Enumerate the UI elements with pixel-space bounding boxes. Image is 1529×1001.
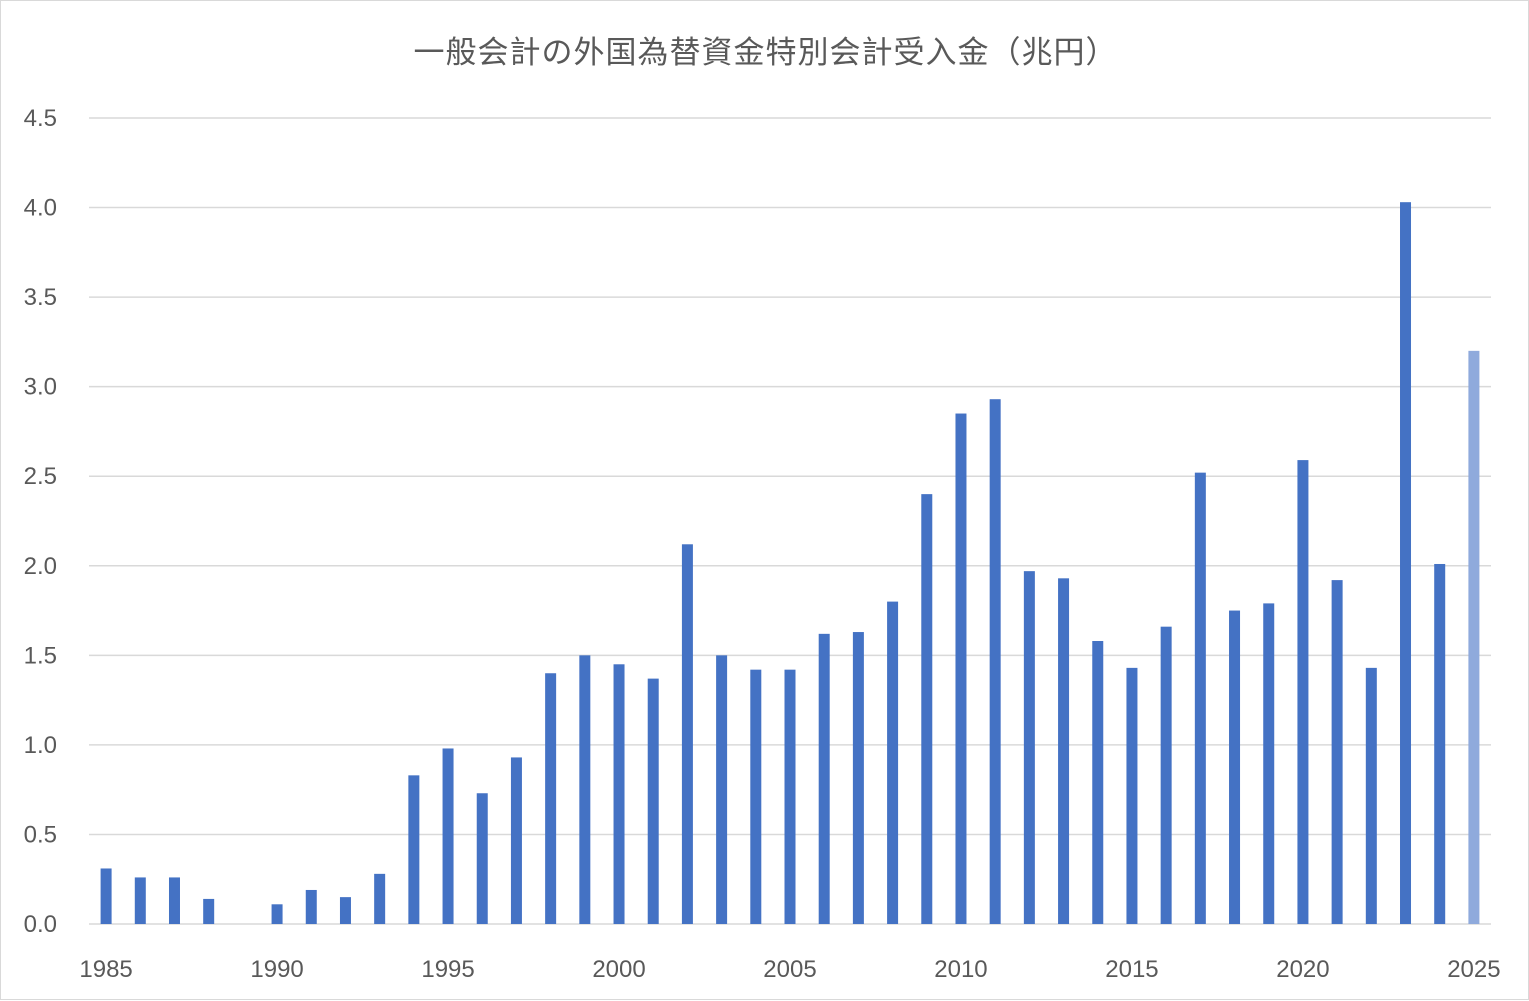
- bar-1988: [203, 898, 215, 924]
- bar-2009: [921, 494, 933, 924]
- bar-1997: [510, 757, 522, 924]
- bar-2011: [989, 399, 1001, 924]
- x-tick-label: 1985: [79, 956, 132, 983]
- bar-1999: [579, 655, 591, 924]
- y-tick-label: 3.0: [24, 374, 57, 401]
- bar-2005: [784, 669, 796, 924]
- bar-2016: [1160, 626, 1172, 924]
- bar-1998: [545, 673, 557, 924]
- bar-2019: [1263, 603, 1275, 924]
- bar-2024: [1434, 563, 1446, 924]
- x-tick-label: 1995: [421, 956, 474, 983]
- x-tick-label: 2015: [1105, 956, 1158, 983]
- x-tick-label: 2000: [592, 956, 645, 983]
- x-tick-label: 2020: [1276, 956, 1329, 983]
- bar-2025: [1468, 350, 1480, 924]
- y-tick-label: 1.5: [24, 642, 57, 669]
- bar-2022: [1365, 667, 1377, 924]
- bar-2012: [1023, 571, 1035, 924]
- bar-1995: [442, 748, 454, 924]
- bar-2002: [681, 544, 693, 924]
- bar-1994: [408, 775, 420, 924]
- bar-2021: [1331, 580, 1343, 924]
- bar-1991: [305, 889, 317, 924]
- bar-2003: [716, 655, 728, 924]
- bar-1987: [168, 877, 180, 924]
- bar-2008: [887, 601, 899, 924]
- bar-1990: [271, 904, 283, 924]
- bar-2023: [1400, 202, 1412, 924]
- x-tick-label: 2025: [1447, 956, 1500, 983]
- bar-2006: [818, 633, 830, 924]
- bar-2014: [1092, 641, 1104, 924]
- bar-2015: [1126, 667, 1138, 924]
- y-axis-ticks: 0.0 0.5 1.0 1.5 2.0 2.5 3.0 3.5 4.0 4.5: [24, 105, 57, 938]
- bar-2010: [955, 413, 967, 924]
- y-tick-label: 0.0: [24, 911, 57, 938]
- bar-2001: [647, 678, 659, 924]
- bar-1985: [100, 868, 112, 924]
- bar-2004: [750, 669, 762, 924]
- y-tick-label: 0.5: [24, 821, 57, 848]
- bar-2007: [852, 632, 864, 924]
- bar-2020: [1297, 460, 1309, 924]
- y-tick-label: 1.0: [24, 732, 57, 759]
- bar-1992: [339, 897, 351, 924]
- x-axis-ticks: 1985 1990 1995 2000 2005 2010 2015 2020 2025: [79, 956, 1500, 983]
- x-tick-label: 2010: [934, 956, 987, 983]
- bar-2018: [1229, 610, 1241, 924]
- bars: [100, 202, 1480, 924]
- y-tick-label: 4.0: [24, 195, 57, 222]
- bar-2017: [1194, 472, 1206, 924]
- y-tick-label: 3.5: [24, 284, 57, 311]
- y-tick-label: 2.5: [24, 463, 57, 490]
- x-tick-label: 2005: [763, 956, 816, 983]
- y-tick-label: 2.0: [24, 553, 57, 580]
- bar-1996: [476, 793, 488, 924]
- chart-title: 一般会計の外国為替資金特別会計受入金（兆円）: [413, 35, 1118, 71]
- bar-1986: [134, 877, 146, 924]
- y-tick-label: 4.5: [24, 105, 57, 132]
- bar-1993: [374, 873, 386, 924]
- bar-2013: [1058, 578, 1070, 924]
- x-tick-label: 1990: [250, 956, 303, 983]
- bar-2000: [613, 664, 625, 924]
